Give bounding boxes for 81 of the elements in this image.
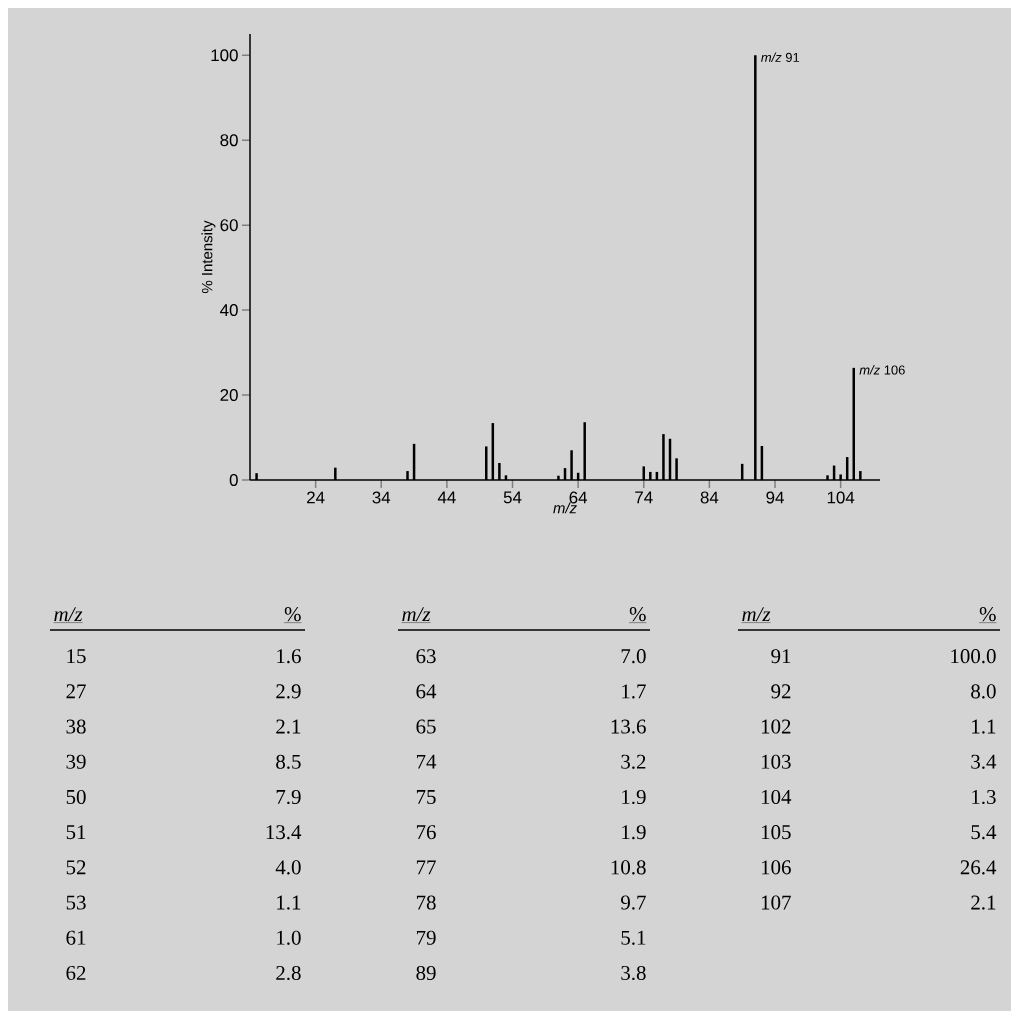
text: 3.8 (621, 965, 646, 981)
text: 65 (416, 719, 436, 734)
text: 8.5 (276, 754, 301, 769)
text: 1.3 (972, 789, 996, 805)
text: 2.1 (276, 719, 301, 734)
x-tick-label: 54 (503, 491, 522, 504)
text: 1.1 (972, 719, 996, 734)
text: % (979, 607, 996, 622)
text: 74 (416, 754, 437, 769)
y-tick-label: 40 (220, 304, 238, 317)
x-tick-label: 74 (635, 491, 653, 504)
text: 103 (761, 754, 791, 769)
x-tick-label: 44 (437, 491, 456, 504)
text: 78 (416, 895, 436, 910)
text: 100.0 (951, 649, 996, 664)
text: 106 (761, 860, 791, 875)
text: 3.2 (621, 754, 646, 769)
text: 7.9 (276, 789, 301, 805)
text: 92 (771, 684, 791, 699)
text: 63 (416, 649, 436, 664)
text: 91 (771, 649, 791, 664)
text: 76 (416, 825, 436, 840)
text: 1.6 (277, 649, 301, 664)
text: 2.1 (971, 895, 996, 910)
x-tick-label: 104 (827, 491, 855, 504)
text: 79 (416, 930, 436, 945)
text: 8.0 (971, 684, 996, 699)
text: 1.9 (622, 825, 646, 840)
text: 27 (66, 684, 86, 699)
text: 7.0 (621, 649, 646, 664)
text: 1.7 (622, 684, 646, 699)
text: 104 (761, 789, 792, 804)
y-tick-label: 100 (211, 49, 238, 62)
text: 39 (66, 754, 86, 769)
text: 77 (416, 860, 436, 875)
text: 89 (416, 965, 436, 980)
x-tick-label: 34 (372, 491, 391, 504)
text: 10.8 (611, 860, 646, 875)
y-axis-title: % Intensity (201, 220, 216, 293)
y-tick-label: 60 (220, 219, 238, 232)
y-tick-label: 20 (220, 389, 238, 402)
text: 26.4 (960, 860, 997, 875)
x-tick-label: 94 (766, 491, 784, 504)
text: 5.4 (971, 825, 997, 840)
text: 50 (66, 789, 86, 804)
text: m/z (54, 607, 83, 622)
text: 2.9 (276, 684, 301, 699)
x-tick-label: 24 (307, 491, 325, 504)
text: 52 (66, 860, 86, 875)
text: 64 (416, 684, 437, 699)
y-tick-label: 80 (220, 134, 238, 147)
text: 75 (416, 790, 436, 804)
x-tick-label: 84 (700, 491, 719, 504)
text: 3.4 (971, 754, 997, 769)
y-tick-label: 0 (229, 473, 238, 486)
text: m/z (402, 607, 431, 622)
x-axis-title: m/z (553, 502, 577, 514)
text: m/z (742, 607, 771, 622)
annotation: m/z 106 (859, 365, 905, 375)
text: 38 (66, 719, 86, 734)
text: 1.1 (277, 895, 301, 910)
text: % (284, 607, 301, 622)
text: 15 (67, 649, 86, 664)
text: 2.8 (276, 965, 301, 981)
text: 102 (761, 719, 791, 734)
text: 9.7 (621, 895, 646, 910)
x-tick-label: 64 (569, 491, 588, 504)
text: 1.0 (277, 930, 301, 945)
text: 61 (66, 930, 86, 945)
text: 51 (66, 825, 86, 840)
text: 107 (761, 895, 791, 910)
text: 5.1 (621, 930, 646, 945)
text: 13.6 (611, 719, 646, 734)
text: 1.9 (622, 789, 646, 805)
text: 4.0 (275, 860, 301, 875)
text: 62 (66, 965, 86, 980)
annotation: m/z 91 (761, 52, 800, 62)
text: 53 (66, 895, 86, 910)
text: 105 (761, 825, 791, 840)
text: % (629, 607, 646, 622)
text: 13.4 (266, 825, 302, 840)
